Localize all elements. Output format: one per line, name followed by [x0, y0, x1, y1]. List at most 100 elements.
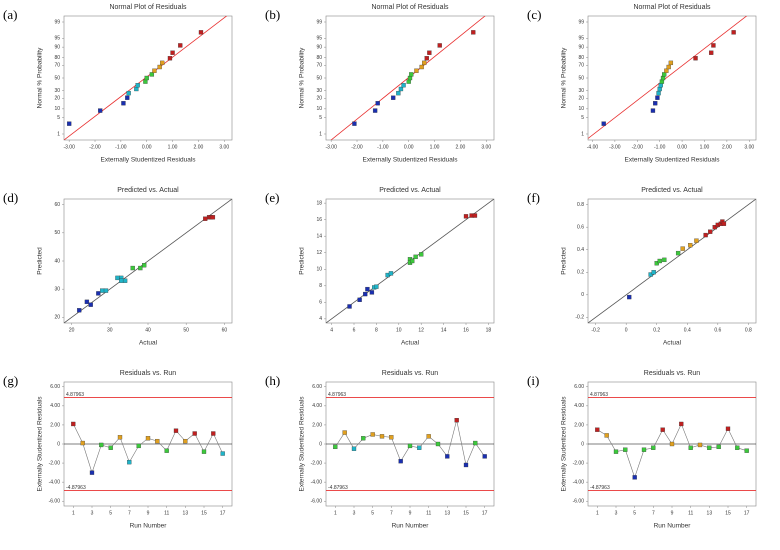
data-point: [201, 449, 207, 454]
data-point: [357, 297, 362, 303]
y-tick-label: 6.00: [574, 384, 584, 390]
data-point: [99, 442, 104, 448]
y-tick-label: 10: [316, 267, 322, 273]
x-tick-label: 0.2: [653, 327, 660, 333]
data-point: [711, 43, 716, 48]
data-point: [155, 438, 160, 444]
panel-label: (g): [3, 373, 18, 388]
data-point: [655, 95, 660, 100]
data-point: [122, 278, 128, 283]
data-point: [662, 72, 667, 77]
panel-label: (c): [527, 7, 541, 22]
y-tick-label: 30: [316, 88, 322, 94]
limit-label: -4.87963: [66, 485, 86, 491]
y-axis-label: Externally Studentized Residuals: [561, 396, 568, 492]
data-point: [389, 435, 394, 440]
data-point: [125, 95, 130, 100]
data-point: [203, 216, 208, 221]
data-point: [666, 64, 671, 70]
data-point: [115, 275, 120, 281]
x-tick-label: -3.00: [63, 144, 75, 150]
x-tick-label: 2.00: [456, 144, 466, 150]
x-tick-label: 3: [353, 510, 356, 516]
data-point: [707, 445, 712, 450]
reference-line: [588, 199, 756, 323]
x-tick-label: 17: [220, 510, 226, 516]
data-point: [641, 447, 647, 452]
data-point: [183, 438, 188, 444]
x-tick-label: 6: [353, 327, 356, 333]
data-point: [170, 50, 175, 55]
chart-title: Normal Plot of Residuals: [109, 4, 187, 11]
data-point: [454, 418, 459, 423]
x-tick-label: 8: [375, 327, 378, 333]
x-tick-label: -2.00: [351, 144, 363, 150]
plot-frame: [587, 15, 757, 141]
data-point: [210, 215, 216, 220]
x-axis-label: Run Number: [392, 523, 430, 530]
x-tick-label: 1.00: [168, 144, 178, 150]
data-point: [708, 229, 713, 234]
data-point: [369, 290, 375, 295]
data-point: [472, 213, 478, 218]
data-point: [675, 250, 681, 256]
data-point: [725, 426, 731, 431]
y-tick-label: 12: [316, 250, 322, 256]
y-tick-label: -4.00: [311, 479, 323, 485]
data-point: [372, 108, 378, 113]
y-tick-label: 70: [54, 63, 60, 69]
data-point: [664, 68, 669, 73]
data-point: [482, 454, 487, 459]
panel-label: (a): [3, 7, 17, 22]
data-point: [152, 68, 157, 73]
x-tick-label: 40: [145, 327, 151, 333]
x-tick-label: 12: [418, 327, 424, 333]
x-tick-label: 5: [633, 510, 636, 516]
y-tick-label: 30: [54, 287, 60, 293]
data-point: [84, 299, 90, 305]
data-point: [117, 435, 123, 440]
y-tick-label: -2.00: [311, 460, 323, 466]
reference-line: [588, 16, 748, 139]
x-axis-label: Run Number: [654, 523, 692, 530]
data-point: [173, 428, 179, 433]
chart-title: Predicted vs. Actual: [379, 187, 441, 194]
data-point: [688, 445, 693, 450]
data-point: [98, 108, 103, 113]
x-tick-label: 15: [463, 510, 469, 516]
data-point: [669, 441, 675, 447]
y-tick-label: 4.00: [50, 403, 60, 409]
y-tick-label: 4.00: [312, 403, 322, 409]
data-point: [138, 265, 143, 271]
data-point: [697, 442, 703, 448]
data-point: [220, 451, 225, 456]
chart-title: Residuals vs. Run: [120, 370, 177, 377]
y-tick-label: 10: [54, 106, 60, 112]
x-tick-label: 16: [463, 327, 469, 333]
y-tick-label: 0: [57, 441, 60, 447]
x-tick-label: 4: [330, 327, 333, 333]
y-tick-label: 99: [316, 19, 322, 25]
y-tick-label: 1: [319, 131, 322, 137]
y-tick-label: 16: [316, 217, 322, 223]
data-point: [427, 50, 432, 55]
x-tick-label: 1: [334, 510, 337, 516]
y-tick-label: -6.00: [311, 499, 323, 505]
chart-panel: (h) Residuals vs. Run Run Number Externally…: [265, 370, 495, 530]
data-point: [658, 83, 663, 88]
data-point: [80, 440, 85, 446]
data-point: [712, 225, 717, 230]
y-tick-label: 70: [578, 63, 584, 69]
y-tick-label: 4.00: [574, 403, 584, 409]
data-point: [108, 445, 113, 450]
y-tick-label: 6: [319, 300, 322, 306]
x-tick-label: 9: [671, 510, 674, 516]
y-tick-label: -4.00: [573, 479, 585, 485]
y-tick-label: 10: [316, 106, 322, 112]
data-point: [396, 90, 401, 96]
data-point: [650, 108, 656, 113]
y-tick-label: 90: [54, 44, 60, 50]
x-tick-label: 11: [426, 510, 431, 516]
data-point: [463, 214, 469, 219]
data-point: [379, 434, 385, 439]
